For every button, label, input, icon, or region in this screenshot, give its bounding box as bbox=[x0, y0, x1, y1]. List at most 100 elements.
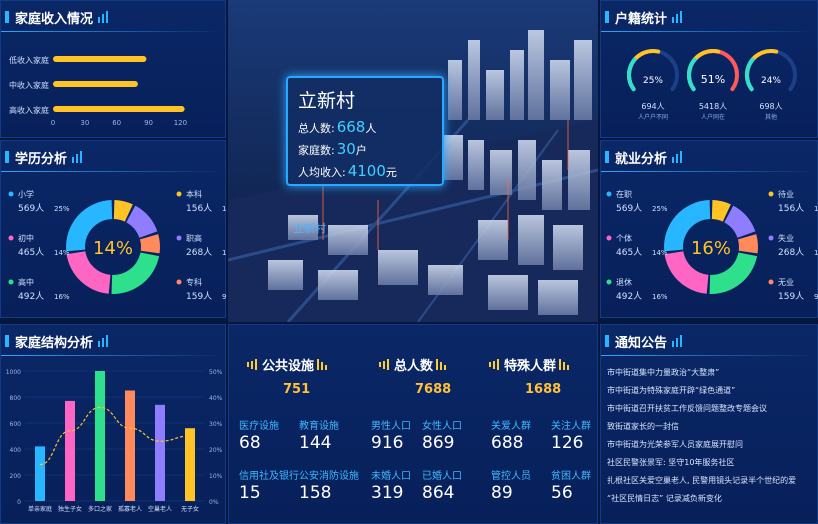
employment-slice[interactable] bbox=[711, 200, 731, 222]
employment-slice[interactable] bbox=[664, 200, 711, 252]
stat-item-label: 信用社及银行 bbox=[239, 471, 299, 482]
education-center-label: 14% bbox=[93, 238, 133, 259]
employment-legend-name: 退休 bbox=[616, 277, 632, 287]
population-value: 668 bbox=[336, 118, 366, 136]
education-legend-name: 本科 bbox=[186, 189, 202, 199]
gauge-pct: 51% bbox=[701, 73, 725, 86]
income-bar bbox=[53, 56, 147, 62]
employment-slice[interactable] bbox=[737, 234, 758, 254]
family-bar[interactable] bbox=[185, 428, 195, 501]
facilities-panel: 公共设施 751 总人数 7688 特殊人群 1688 医疗设施 68 教育设施 144 男性人口… bbox=[228, 324, 598, 524]
education-slice[interactable] bbox=[66, 200, 113, 252]
family-bar[interactable] bbox=[155, 404, 165, 501]
education-legend-dot bbox=[8, 191, 14, 197]
family-bar[interactable] bbox=[95, 371, 105, 501]
family-bar[interactable] bbox=[65, 400, 75, 501]
family-bar[interactable] bbox=[35, 446, 45, 501]
education-legend-name: 高中 bbox=[18, 277, 34, 287]
family-trend-line bbox=[39, 406, 191, 466]
family-y-tick: 800 bbox=[10, 395, 22, 402]
family-category-label: 单亲家庭 bbox=[28, 505, 52, 513]
income-unit: 元 bbox=[385, 166, 397, 179]
family-structure-chart: 1000 50% 800 40% 600 30% 400 20% 200 10% 0 0% 单亲家庭 独生… bbox=[6, 369, 223, 513]
gauge-label: 人户同在 bbox=[701, 113, 725, 121]
notice-item[interactable]: 市中街道为光荣参军人员家庭展开慰问 bbox=[607, 440, 743, 449]
notice-item[interactable]: 致街道家长的一封信 bbox=[607, 422, 679, 431]
education-panel: 学历分析 14% 小学 569人 25% 初中 465人 14% 高中 492人 16% 本科 156… bbox=[0, 140, 227, 318]
education-slice[interactable] bbox=[126, 205, 158, 238]
income-bar bbox=[53, 106, 185, 112]
family-y2-tick: 10% bbox=[209, 473, 223, 480]
employment-legend-value: 569人 bbox=[616, 203, 642, 214]
education-slice[interactable] bbox=[139, 234, 160, 254]
education-slice[interactable] bbox=[111, 252, 160, 294]
census-panel: 户籍统计 25% 694人 人户户不同 51% 5418人 人户同在 24% 698人 其他 bbox=[600, 0, 818, 138]
education-legend-pct: 14% bbox=[222, 205, 227, 213]
employment-legend-dot bbox=[606, 279, 612, 285]
education-title: 学历分析 bbox=[5, 145, 83, 169]
map-area-label: 立新村 bbox=[293, 221, 326, 235]
stat-head: 公共设施 bbox=[247, 355, 329, 374]
employment-legend-name: 待业 bbox=[778, 189, 794, 199]
stat-head: 总人数 bbox=[379, 355, 448, 374]
family-bar[interactable] bbox=[125, 390, 135, 502]
education-legend-dot bbox=[176, 235, 182, 241]
gauge-pct: 24% bbox=[761, 76, 781, 86]
gauge-fill-low bbox=[745, 57, 755, 92]
education-legend-dot bbox=[8, 235, 14, 241]
employment-legend-pct: 16% bbox=[652, 293, 668, 301]
stat-item-value: 56 bbox=[551, 483, 573, 503]
notice-item[interactable]: “社区民情日志” 记录减负新变化 bbox=[607, 494, 722, 503]
notice-item[interactable]: 扎根社区关爱空巢老人, 民警用镜头记录半个世纪的爱 bbox=[607, 476, 797, 485]
stat-head-value: 751 bbox=[283, 382, 311, 397]
family-y2-tick: 30% bbox=[209, 421, 223, 428]
income-axis-tick: 30 bbox=[80, 119, 89, 127]
stat-item-label: 女性人口 bbox=[422, 421, 462, 432]
stat-item-value: 126 bbox=[551, 433, 584, 453]
population-unit: 人 bbox=[365, 122, 377, 135]
gauge-fill-low bbox=[687, 57, 697, 92]
employment-legend-pct: 25% bbox=[652, 205, 668, 213]
family-y-tick: 1000 bbox=[6, 369, 21, 376]
employment-legend-pct: 9% bbox=[814, 293, 818, 301]
income-category-label: 低收入家庭 bbox=[9, 55, 49, 65]
education-slice[interactable] bbox=[66, 251, 111, 294]
employment-legend-value: 465人 bbox=[616, 247, 642, 258]
education-legend-pct: 14% bbox=[54, 249, 70, 257]
education-legend-value: 268人 bbox=[186, 247, 212, 258]
stat-item-label: 已婚人口 bbox=[422, 471, 462, 482]
census-title: 户籍统计 bbox=[605, 5, 683, 29]
stat-item-value: 89 bbox=[491, 483, 513, 503]
households-label: 家庭数: bbox=[298, 144, 335, 157]
family-category-label: 空巢老人 bbox=[148, 505, 172, 513]
income-axis-tick: 120 bbox=[174, 119, 187, 127]
city-map[interactable]: 立新村 立新村 总人数: 668 人 家庭数: 30 户 人均收入: 4100 … bbox=[228, 0, 598, 322]
employment-legend-pct: 16% bbox=[814, 249, 818, 257]
stat-item-value: 158 bbox=[299, 483, 332, 503]
stat-item-value: 864 bbox=[422, 483, 455, 503]
employment-legend-pct: 14% bbox=[652, 249, 668, 257]
village-name: 立新村 bbox=[298, 90, 356, 112]
gauge-fill-low bbox=[627, 57, 637, 92]
stat-item-value: 319 bbox=[371, 483, 404, 503]
stat-head-value: 7688 bbox=[415, 382, 452, 397]
notice-item[interactable]: 社区民警张景军: 坚守10年服务社区 bbox=[607, 458, 735, 467]
stat-item-value: 15 bbox=[239, 483, 261, 503]
employment-slice[interactable] bbox=[664, 251, 709, 294]
education-legend-pct: 16% bbox=[54, 293, 70, 301]
employment-center-label: 16% bbox=[691, 238, 731, 259]
employment-slice[interactable] bbox=[724, 205, 756, 238]
education-slice[interactable] bbox=[113, 200, 133, 222]
employment-slice[interactable] bbox=[709, 252, 758, 294]
village-info-card[interactable]: 立新村 总人数: 668 人 家庭数: 30 户 人均收入: 4100 元 bbox=[286, 76, 444, 186]
notice-item[interactable]: 市中街道召开扶贫工作反馈问题整改专题会议 bbox=[607, 404, 767, 413]
employment-legend-name: 无业 bbox=[778, 277, 794, 287]
employment-legend-dot bbox=[768, 279, 774, 285]
notice-item[interactable]: 市中街道集中力量政治“大整肃” bbox=[607, 368, 720, 377]
education-legend-pct: 25% bbox=[54, 205, 70, 213]
education-legend-value: 159人 bbox=[186, 291, 212, 302]
income-axis-tick: 0 bbox=[51, 119, 55, 127]
stat-item-value: 144 bbox=[299, 433, 332, 453]
notice-item[interactable]: 市中街道为特殊家庭开辟“绿色通道” bbox=[607, 386, 736, 395]
employment-legend-value: 156人 bbox=[778, 203, 804, 214]
